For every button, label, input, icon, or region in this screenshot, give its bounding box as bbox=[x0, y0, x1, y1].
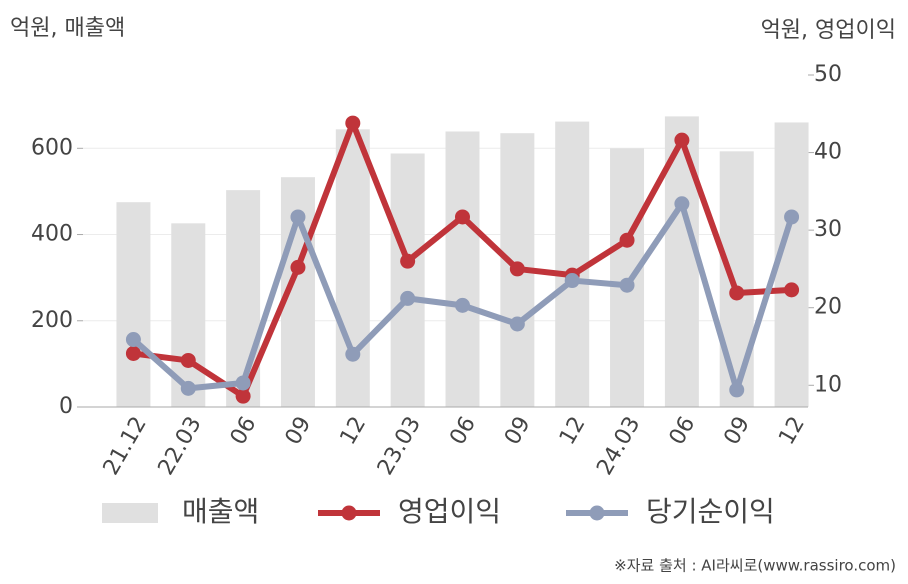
point bbox=[784, 209, 800, 225]
y-tick-label: 0 bbox=[59, 394, 73, 419]
x-tick-label: 23.03 bbox=[373, 413, 426, 480]
x-tick-label: 24.03 bbox=[592, 413, 645, 480]
x-tick-label: 06 bbox=[445, 413, 481, 450]
point bbox=[674, 196, 690, 212]
point bbox=[674, 132, 690, 148]
point bbox=[180, 352, 196, 368]
legend-swatch bbox=[102, 503, 158, 523]
point bbox=[509, 261, 525, 277]
x-tick-label: 09 bbox=[281, 413, 317, 450]
x-tick-label: 06 bbox=[665, 413, 701, 450]
point bbox=[509, 316, 525, 332]
x-tick-label: 12 bbox=[774, 413, 810, 450]
y2-tick-label: 10 bbox=[814, 372, 842, 397]
y-tick-label: 400 bbox=[31, 222, 73, 247]
y2-tick-label: 40 bbox=[814, 140, 842, 165]
bar bbox=[116, 202, 151, 407]
x-tick-label: 09 bbox=[500, 413, 536, 450]
bar bbox=[774, 122, 809, 407]
point bbox=[345, 346, 361, 362]
point bbox=[619, 232, 635, 248]
bar bbox=[335, 129, 370, 407]
x-tick-label: 22.03 bbox=[154, 413, 207, 480]
bar bbox=[719, 151, 754, 407]
x-tick-label: 21.12 bbox=[99, 413, 152, 480]
bar bbox=[555, 121, 590, 408]
point bbox=[180, 380, 196, 396]
point bbox=[619, 277, 635, 293]
y-tick-label: 600 bbox=[31, 135, 73, 160]
legend-label: 영업이익 bbox=[398, 495, 501, 528]
point bbox=[729, 285, 745, 301]
bar bbox=[445, 131, 480, 407]
point bbox=[784, 282, 800, 298]
point bbox=[235, 375, 251, 391]
point bbox=[564, 273, 580, 289]
x-tick-label: 12 bbox=[555, 413, 591, 450]
legend-marker bbox=[589, 505, 605, 521]
point bbox=[345, 115, 361, 131]
y-tick-label: 200 bbox=[31, 308, 73, 333]
point bbox=[455, 209, 470, 225]
y-axis-label: 억원, 매출액 bbox=[10, 16, 125, 41]
x-tick-label: 09 bbox=[719, 413, 755, 450]
legend-marker bbox=[341, 505, 357, 521]
point bbox=[125, 332, 141, 348]
x-tick-label: 06 bbox=[226, 413, 262, 450]
y2-axis-label: 억원, 영업이익 bbox=[761, 18, 896, 43]
point bbox=[290, 259, 306, 275]
point bbox=[455, 297, 470, 313]
point bbox=[290, 209, 306, 225]
point bbox=[400, 253, 416, 269]
point bbox=[400, 290, 416, 306]
legend-label: 매출액 bbox=[182, 495, 259, 528]
y2-tick-label: 30 bbox=[814, 217, 842, 242]
legend-label: 당기순이익 bbox=[646, 495, 775, 528]
y2-tick-label: 20 bbox=[814, 295, 842, 320]
point bbox=[235, 388, 251, 404]
point bbox=[125, 345, 141, 361]
bar bbox=[390, 153, 425, 407]
point bbox=[729, 382, 745, 398]
bar bbox=[610, 148, 645, 407]
y2-tick-label: 50 bbox=[814, 62, 842, 87]
x-tick-label: 12 bbox=[336, 413, 372, 450]
source: ※자료 출처 : AI라씨로(www.rassiro.com) bbox=[614, 557, 896, 575]
